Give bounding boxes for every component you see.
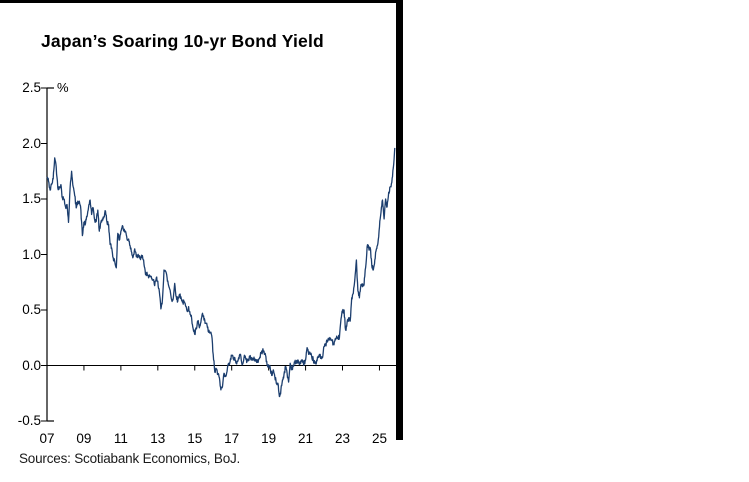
x-tick-label: 07 xyxy=(39,431,55,446)
y-tick-label: 0.5 xyxy=(22,302,41,317)
y-tick-label: 0.0 xyxy=(22,357,41,373)
y-tick-label: 1.5 xyxy=(22,191,41,206)
x-tick-label: 21 xyxy=(298,431,314,446)
page-border-top xyxy=(0,0,403,3)
x-tick-label: 15 xyxy=(187,431,203,446)
source-note: Sources: Scotiabank Economics, BoJ. xyxy=(19,451,241,466)
y-tick-label: -0.5 xyxy=(17,413,41,428)
page-border-right xyxy=(396,0,403,440)
x-tick-label: 25 xyxy=(371,431,387,446)
y-tick-label: 2.5 xyxy=(22,80,41,95)
x-tick-label: 11 xyxy=(113,431,128,446)
y-axis-unit-label: % xyxy=(57,80,69,95)
y-tick-label: 1.0 xyxy=(22,246,41,262)
y-tick-label: 2.0 xyxy=(22,135,41,151)
chart-title: Japan’s Soaring 10-yr Bond Yield xyxy=(41,31,324,51)
x-tick-label: 09 xyxy=(76,431,92,446)
x-tick-label: 13 xyxy=(150,431,166,446)
x-tick-label: 23 xyxy=(334,431,351,446)
x-tick-label: 17 xyxy=(224,431,240,446)
yield-line-series xyxy=(46,147,396,398)
x-tick-label: 19 xyxy=(261,431,277,446)
